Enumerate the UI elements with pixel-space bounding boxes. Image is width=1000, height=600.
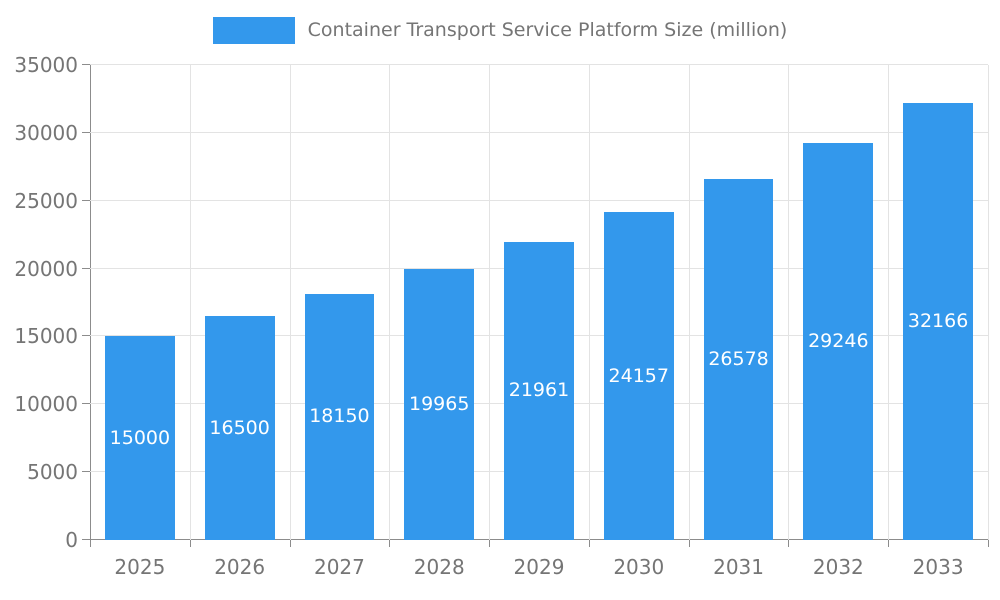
x-tick-label: 2028: [413, 555, 465, 579]
bar-value-label: 29246: [808, 330, 869, 353]
bar: 19965: [404, 269, 475, 540]
bar-value-label: 15000: [109, 426, 171, 449]
y-tick-label: 15000: [14, 324, 78, 349]
x-tick-mark: [788, 540, 790, 547]
y-tick-mark: [82, 403, 90, 405]
x-tick-label: 2025: [114, 555, 166, 579]
gridline-horizontal: [90, 131, 988, 133]
x-tick-mark: [289, 540, 291, 547]
y-tick-label: 5000: [27, 460, 78, 485]
y-tick-mark: [82, 539, 90, 540]
bar-value-label: 26578: [708, 348, 769, 371]
gridline-vertical: [688, 65, 690, 540]
y-tick-label: 25000: [14, 188, 78, 213]
y-tick-label: 35000: [14, 53, 78, 77]
y-tick-mark: [82, 335, 90, 337]
x-tick-mark: [588, 540, 590, 547]
y-tick-label: 10000: [14, 392, 78, 417]
y-tick-label: 20000: [14, 256, 78, 281]
x-tick-label: 2033: [912, 555, 964, 579]
bar-value-label: 24157: [608, 364, 669, 387]
x-tick-label: 2032: [812, 555, 864, 579]
y-axis-line: [90, 65, 91, 540]
gridline-vertical: [588, 65, 590, 540]
x-tick-mark: [90, 540, 91, 547]
gridline-vertical: [289, 65, 291, 540]
bar: 18150: [304, 293, 375, 540]
plot-area: 15000 16500 18150 19965 21961 24157 26578 29246…: [82, 64, 989, 547]
bar-value-label: 16500: [209, 416, 270, 439]
x-tick-label: 2029: [513, 555, 565, 579]
bar-value-label: 19965: [408, 393, 470, 416]
bar: 26578: [703, 179, 774, 540]
y-tick-label: 30000: [14, 120, 78, 145]
y-tick-mark: [82, 199, 90, 201]
x-tick-label: 2026: [214, 555, 266, 579]
x-tick-mark: [389, 540, 391, 547]
gridline-vertical: [888, 65, 890, 540]
bar-value-label: 32166: [907, 310, 969, 333]
gridline-horizontal: [90, 199, 988, 201]
gridline-vertical: [189, 65, 191, 540]
bar: 24157: [603, 212, 674, 540]
y-axis-labels: 0 5000 10000 15000 20000 25000 30000 35000: [0, 55, 78, 550]
x-axis-labels: 2025 2026 2027 2028 2029 2030 2031 2032 2033: [90, 557, 988, 587]
gridline-vertical: [988, 65, 989, 540]
x-tick-mark: [888, 540, 890, 547]
bar: 29246: [803, 143, 874, 540]
bar: 16500: [204, 316, 275, 540]
gridline-vertical: [788, 65, 790, 540]
y-tick-mark: [82, 131, 90, 133]
x-tick-label: 2027: [313, 555, 365, 579]
y-tick-label: 0: [65, 528, 78, 552]
x-tick-mark: [189, 540, 191, 547]
y-tick-mark: [82, 64, 90, 65]
x-tick-mark: [988, 540, 989, 547]
bar: 15000: [104, 336, 175, 540]
bar: 32166: [903, 103, 974, 540]
chart-title: Container Transport Service Platform Siz…: [307, 19, 788, 42]
x-tick-label: 2031: [713, 555, 764, 579]
gridline-vertical: [489, 65, 491, 540]
y-tick-mark: [82, 267, 90, 269]
legend-swatch: [212, 17, 295, 44]
gridline-vertical: [389, 65, 391, 540]
gridline-horizontal: [90, 64, 988, 65]
bar-value-label: 21961: [508, 379, 570, 402]
chart-legend: Container Transport Service Platform Siz…: [0, 17, 1000, 44]
x-tick-mark: [489, 540, 491, 547]
x-tick-label: 2030: [613, 555, 665, 579]
bar: 21961: [504, 241, 574, 540]
x-tick-mark: [688, 540, 690, 547]
y-tick-mark: [82, 471, 90, 473]
bar-value-label: 18150: [309, 405, 370, 428]
